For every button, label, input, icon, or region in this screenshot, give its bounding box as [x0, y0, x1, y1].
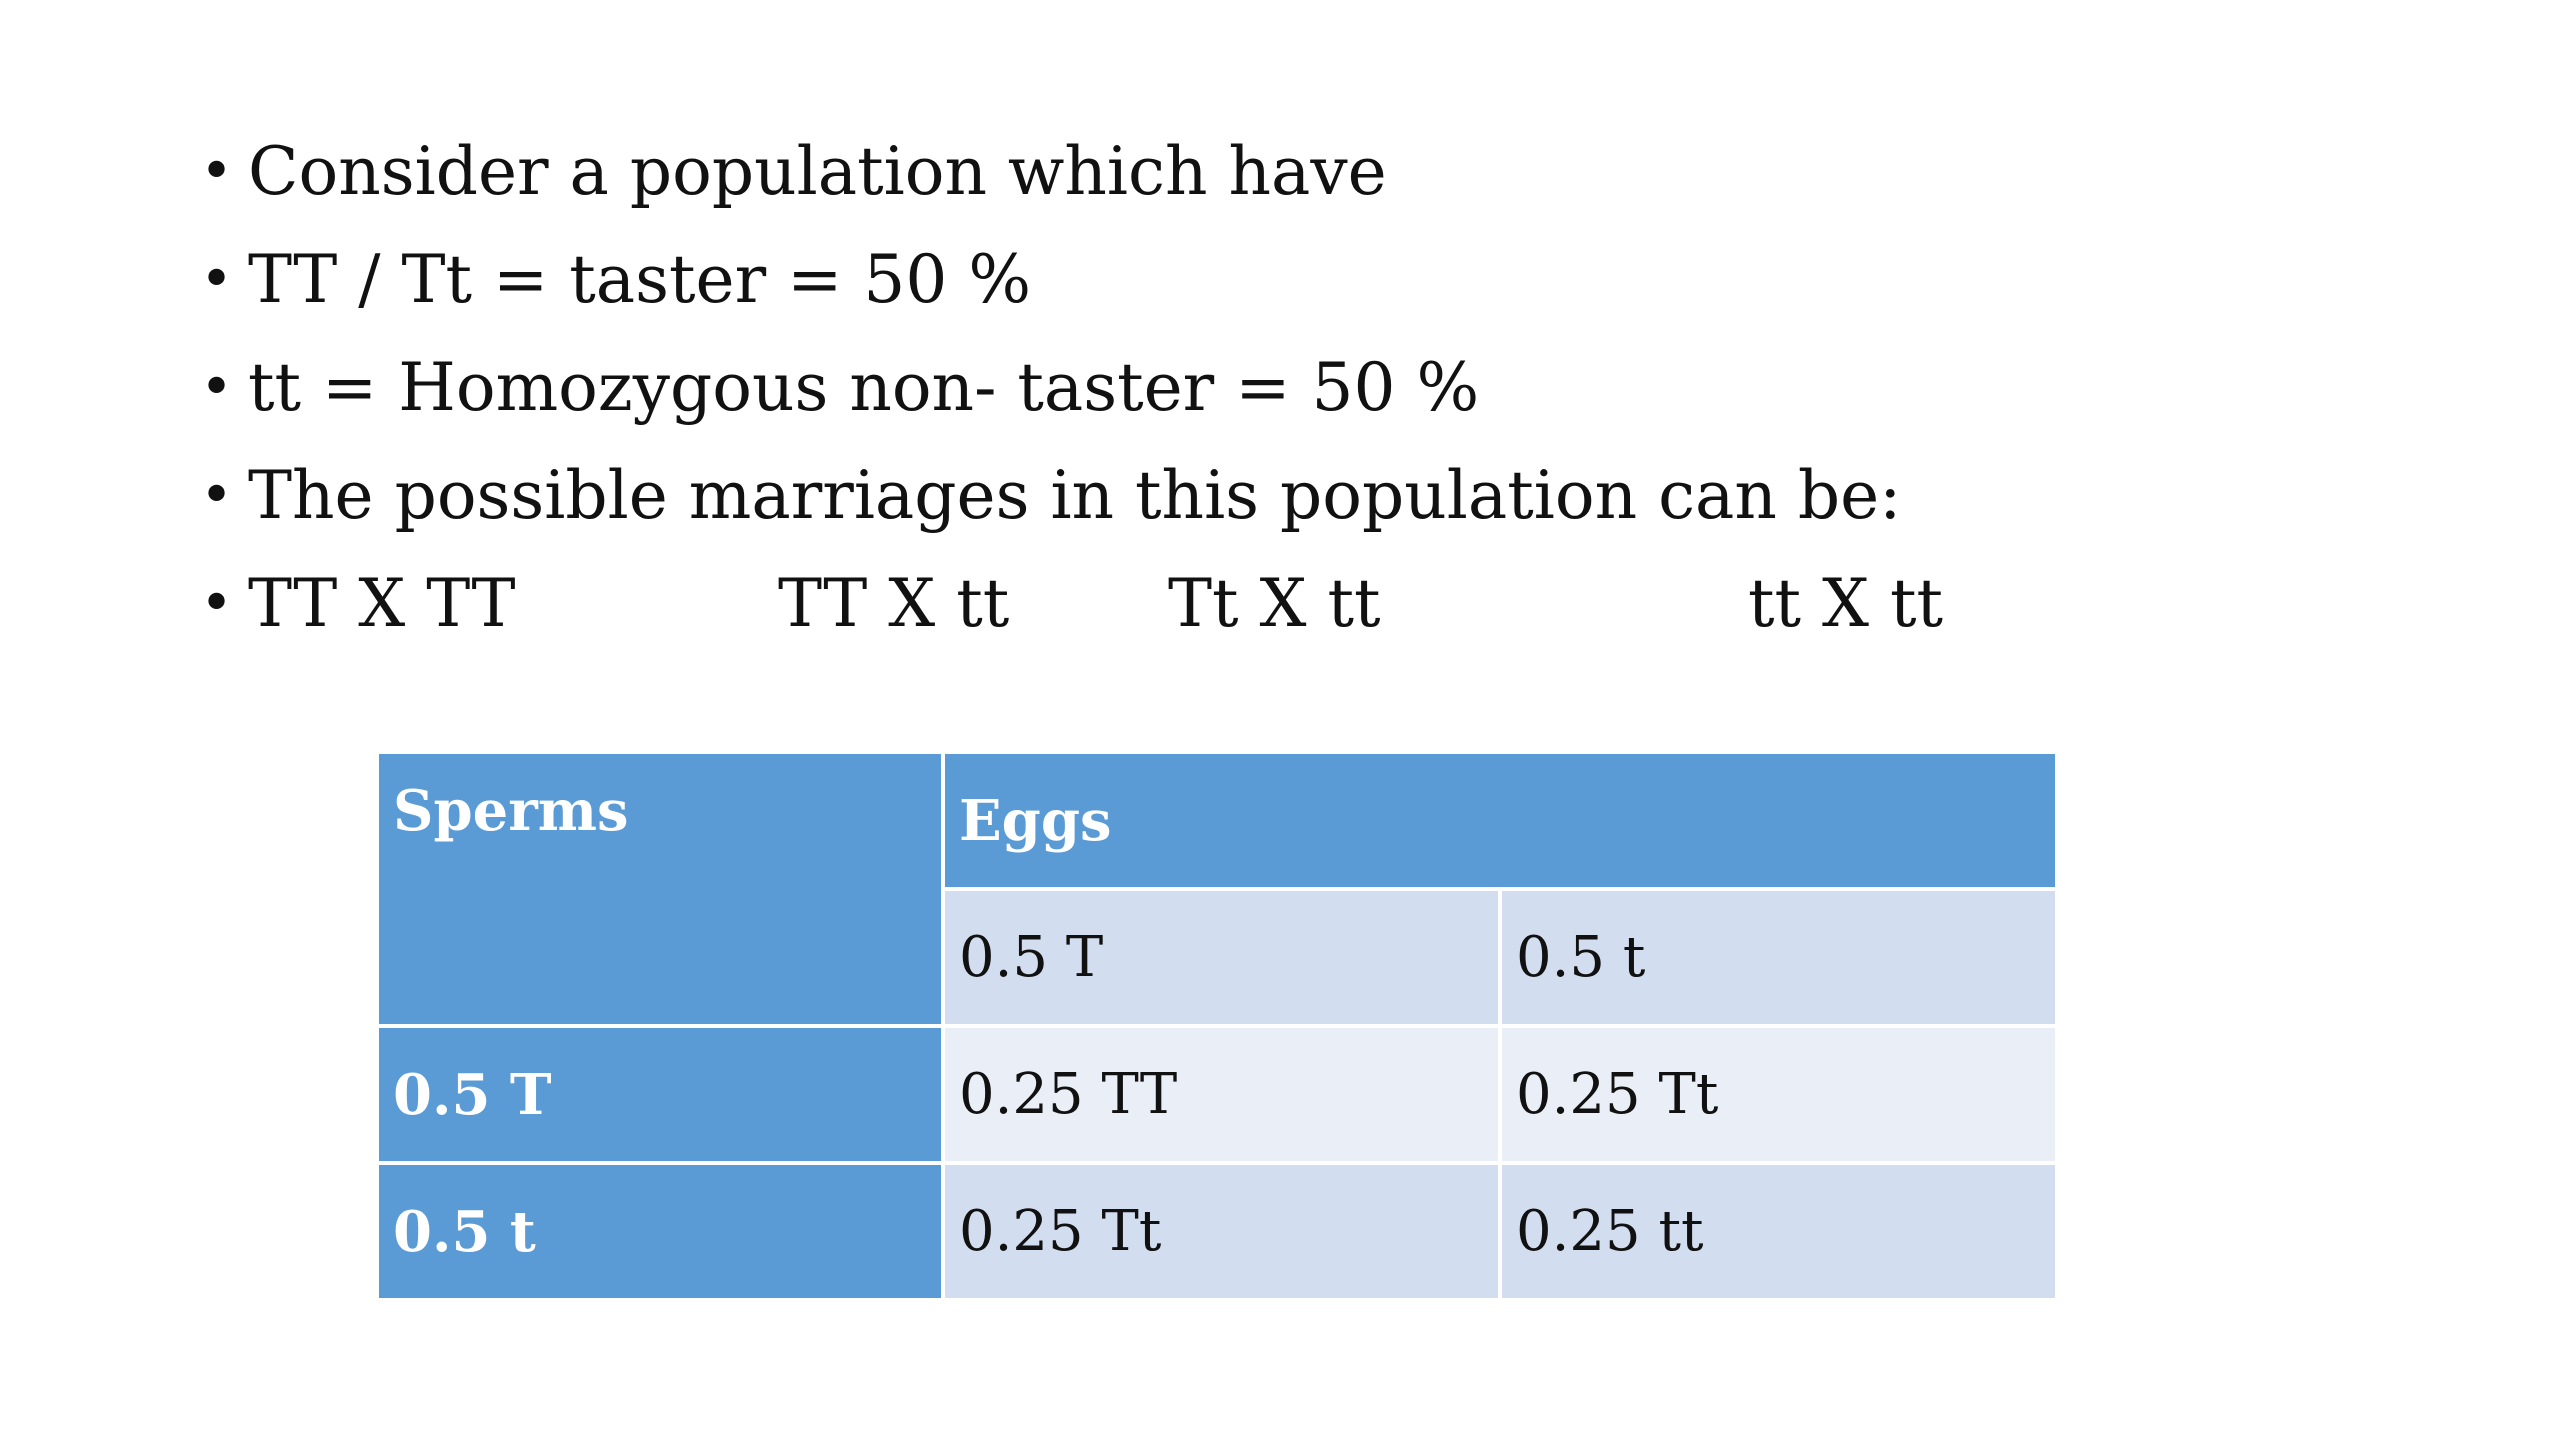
bullet-item: • TT / Tt = taster = 50 % [200, 226, 2048, 334]
bullet-dot: • [200, 571, 234, 636]
table-cell: 0.25 Tt [941, 1161, 1502, 1302]
sperms-header: Sperms [375, 750, 945, 1028]
bullet-item: • The possible marriages in this populat… [200, 442, 2048, 550]
bullet-dot: • [200, 247, 234, 312]
cross-recessive-x-recessive: tt X tt [1748, 565, 1944, 642]
bullet-dot: • [200, 139, 234, 204]
bullet-list: • Consider a population which have • TT … [200, 118, 2048, 658]
bullet-text: tt = Homozygous non- taster = 50 % [248, 349, 1480, 426]
table-cell: 0.25 TT [941, 1024, 1502, 1165]
cross-tt-x-tt: TT X TT [248, 565, 516, 642]
table-cell: 0.25 tt [1498, 1161, 2059, 1302]
table-cell: 0.25 Tt [1498, 1024, 2059, 1165]
cross-tt-het-x-tt: Tt X tt [1168, 565, 1381, 642]
bullet-item: • Consider a population which have [200, 118, 2048, 226]
bullet-item-crosses: • TT X TT TT X tt Tt X tt tt X tt [200, 550, 2048, 658]
table-row: 0.5 T 0.25 TT 0.25 Tt [375, 1024, 2059, 1165]
bullet-text: Consider a population which have [248, 133, 1387, 210]
bullet-item: • tt = Homozygous non- taster = 50 % [200, 334, 2048, 442]
egg-column-header: 0.5 t [1498, 887, 2059, 1028]
punnett-table: Sperms Eggs 0.5 T 0.5 t 0.5 T 0.25 TT 0.… [375, 750, 2059, 1302]
table-header-row: Sperms Eggs [375, 750, 2059, 1028]
sperm-row-header: 0.5 t [375, 1161, 945, 1302]
bullet-text: TT / Tt = taster = 50 % [248, 241, 1032, 318]
sperm-row-header: 0.5 T [375, 1024, 945, 1165]
bullet-dot: • [200, 463, 234, 528]
eggs-header: Eggs [941, 750, 2059, 891]
egg-column-header: 0.5 T [941, 887, 1502, 1028]
egg-columns-row: 0.5 T 0.5 t [377, 887, 2059, 1028]
cross-tt-x-tt-recessive: TT X tt [778, 565, 1010, 642]
table-row: 0.5 t 0.25 Tt 0.25 tt [375, 1161, 2059, 1302]
bullet-dot: • [200, 355, 234, 420]
bullet-text: The possible marriages in this populatio… [248, 457, 1902, 534]
